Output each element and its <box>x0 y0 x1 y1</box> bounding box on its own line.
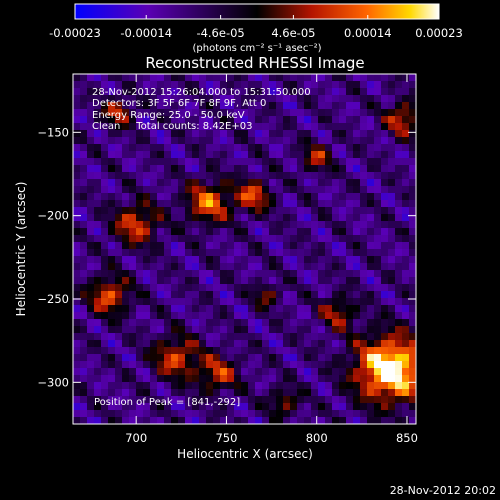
axis-ticks: 700 750 800 850 −300 −250 −200 −150 <box>37 74 418 445</box>
annotation-energy-range: Energy Range: 25.0 - 50.0 keV <box>92 110 245 121</box>
colorbar-tick-label: -0.00014 <box>120 26 172 40</box>
colorbar-ticks: -0.00023 -0.00014 -4.6e-05 4.6e-05 0.00014 0.… <box>49 15 463 40</box>
plot-frame <box>72 73 417 425</box>
y-tick-label: −200 <box>37 209 69 223</box>
annotation-clean-counts: Clean Total counts: 8.42E+03 <box>92 121 253 132</box>
plot-title: Reconstructed RHESSI Image <box>145 54 364 72</box>
colorbar-unit-label: (photons cm⁻² s⁻¹ asec⁻²) <box>192 43 321 54</box>
x-tick-label: 750 <box>215 431 237 445</box>
annotation-detectors: Detectors: 3F 5F 6F 7F 8F 9F, Att 0 <box>92 98 267 109</box>
annotation-peak-position: Position of Peak = [841,-292] <box>94 397 241 408</box>
colorbar-tick-label: -0.00023 <box>49 26 101 40</box>
colorbar-tick-label: 4.6e-05 <box>271 26 315 40</box>
x-tick-label: 850 <box>396 431 418 445</box>
y-tick-label: −300 <box>37 375 69 389</box>
y-axis-title: Heliocentric Y (arcsec) <box>14 182 28 317</box>
y-tick-label: −250 <box>37 292 69 306</box>
colorbar-tick-label: -4.6e-05 <box>196 26 244 40</box>
colorbar <box>74 3 440 20</box>
colorbar-tick-label: 0.00023 <box>415 26 463 40</box>
x-axis-title: Heliocentric X (arcsec) <box>177 447 313 461</box>
annotation-time-range: 28-Nov-2012 15:26:04.000 to 15:31:50.000 <box>92 87 311 98</box>
y-tick-label: −150 <box>37 125 69 139</box>
x-tick-label: 800 <box>306 431 328 445</box>
colorbar-tick-label: 0.00014 <box>344 26 392 40</box>
footer-timestamp: 28-Nov-2012 20:02 <box>389 484 496 497</box>
x-tick-label: 700 <box>125 431 147 445</box>
heatmap-image <box>73 74 416 424</box>
